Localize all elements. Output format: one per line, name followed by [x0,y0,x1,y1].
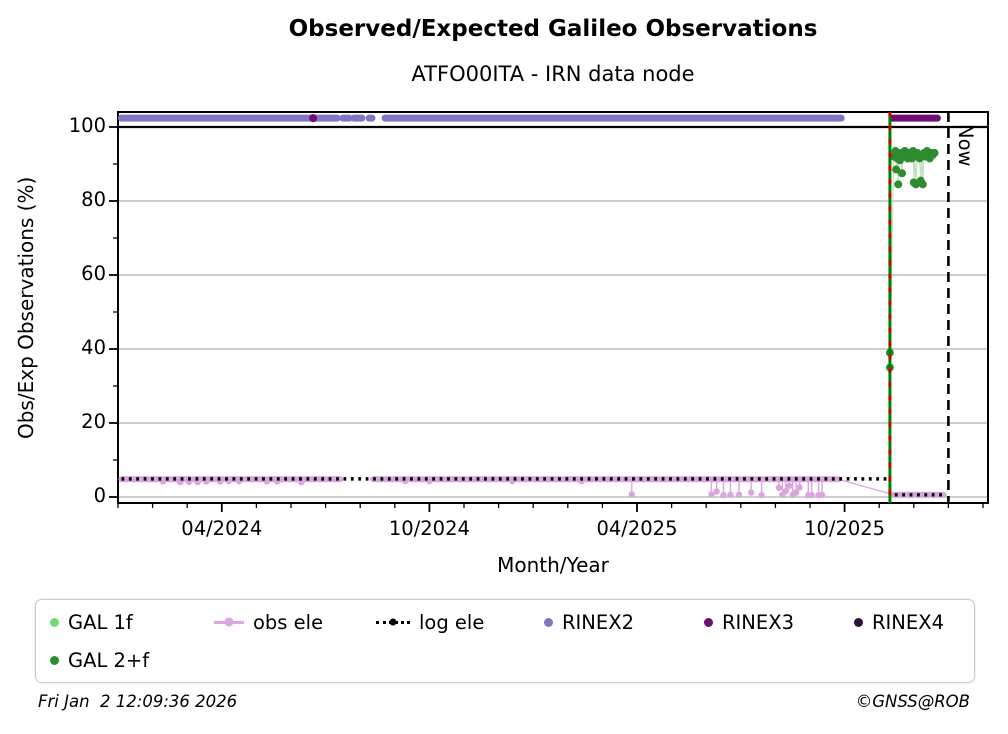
series-obs-ele [747,489,755,496]
series-obs-ele [796,484,803,491]
series-gal-2-f [918,180,927,189]
now-line-label: Now [954,124,977,167]
legend-line-dot-icon [214,617,244,627]
y-tick-label: 0 [93,484,106,507]
y-tick-label: 40 [81,336,106,359]
copyright: ©GNSS@ROB [855,692,970,711]
series-obs-ele [727,491,734,498]
series-obs-ele [808,491,815,499]
legend-item-log-ele: log ele [376,608,484,636]
legend-item-rinex3: RINEX3 [704,608,794,636]
series-obs-ele [775,484,783,491]
legend-label: RINEX2 [562,610,634,634]
x-axis-label: Month/Year [497,553,609,577]
x-tick-label: 10/2024 [388,517,470,540]
legend-item-obs-ele: obs ele [214,608,323,636]
series-gal-2-f [930,148,939,157]
series-obs-ele [786,482,793,490]
y-tick-label: 80 [81,188,106,211]
series-gal-2-f [894,180,903,189]
legend-label: RINEX3 [722,610,794,634]
chart-subtitle: ATFO00ITA - IRN data node [411,62,695,86]
y-tick-label: 100 [68,114,106,137]
y-tick-label: 60 [81,262,106,285]
series-obs-ele [838,478,894,496]
series-obs-ele [735,491,743,498]
legend-label: log ele [419,610,485,634]
series-obs-ele [758,491,765,499]
y-tick-label: 20 [81,410,106,433]
legend-label: obs ele [253,610,324,634]
legend-item-gal-1f: GAL 1f [50,608,133,636]
legend-item-gal-2-f: GAL 2+f [50,646,149,674]
legend-dotted-line-icon [376,618,410,625]
legend-item-rinex2: RINEX2 [544,608,634,636]
legend-dot-icon [544,617,553,627]
legend-dot-icon [50,655,59,665]
plot-frame [117,111,989,504]
legend-dot-icon [50,617,59,627]
series-obs-ele [792,489,800,496]
series-obs-ele [720,491,727,499]
x-tick-label: 04/2024 [181,517,263,540]
legend-dot-icon [704,617,713,627]
plot-canvas [109,111,989,512]
legend-label: GAL 2+f [68,648,150,672]
series-obs-ele [713,488,720,495]
legend-dot-icon [389,618,397,625]
series-rinex3 [309,114,318,123]
x-tick-label: 10/2025 [804,517,886,540]
series-obs-ele [818,491,826,498]
series-obs-ele [628,491,636,498]
legend-label: RINEX4 [872,610,944,634]
series-obs-ele [708,491,715,498]
series-gal-2-f [898,169,907,178]
series-obs-ele [782,487,789,495]
legend-dot-icon [854,617,863,627]
x-tick-label: 04/2025 [596,517,678,540]
series-gal-2-f [892,165,901,174]
timestamp: Fri Jan 2 12:09:36 2026 [38,692,238,711]
legend-label: GAL 1f [68,610,133,634]
y-axis-label: Obs/Exp Observations (%) [14,176,38,439]
chart-title: Observed/Expected Galileo Observations [288,16,818,42]
legend-dot-icon [224,617,234,627]
legend: GAL 1f obs ele log ele RINEX2 RINEX3 RINEX4 GA… [35,599,975,683]
legend-item-rinex4: RINEX4 [854,608,944,636]
